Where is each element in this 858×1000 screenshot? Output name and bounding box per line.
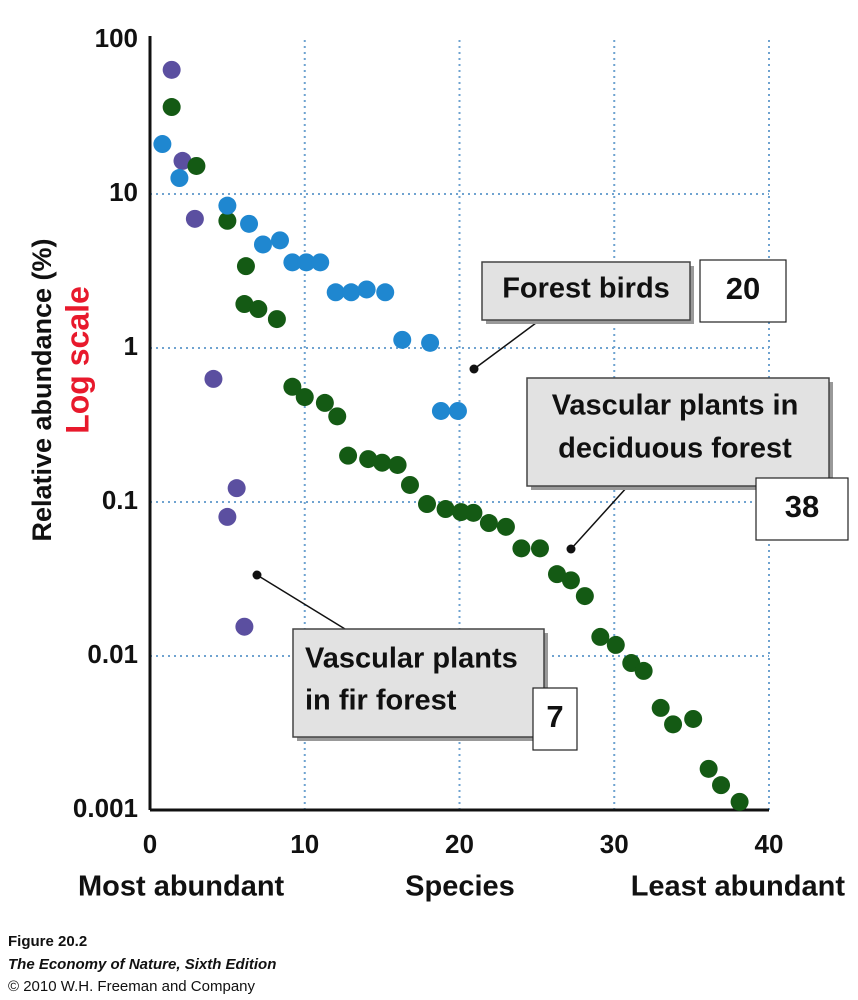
book-title: The Economy of Nature, Sixth Edition: [8, 956, 276, 973]
count-box: [532, 687, 578, 751]
callout-box: [526, 377, 830, 487]
y-tick-label: 0.01: [87, 639, 138, 669]
data-point: [240, 214, 259, 233]
data-point: [591, 627, 610, 646]
data-point: [249, 300, 268, 319]
series-label: Forest birds: [502, 273, 670, 305]
species-count: 20: [726, 271, 760, 306]
data-point: [448, 401, 467, 420]
data-point: [235, 617, 254, 636]
data-point: [173, 151, 192, 170]
data-point: [418, 495, 437, 514]
data-point: [479, 514, 498, 533]
data-point: [295, 388, 314, 407]
series-label: Vascular plants in: [552, 390, 799, 422]
callout-dot: [566, 544, 576, 554]
data-point: [388, 455, 407, 474]
data-point: [561, 571, 580, 590]
data-point: [684, 709, 703, 728]
y-tick-label: 0.001: [73, 793, 138, 823]
data-point: [236, 257, 255, 276]
data-point: [421, 333, 440, 352]
data-point: [311, 253, 330, 272]
x-tick-label: 20: [445, 829, 474, 859]
data-point: [496, 517, 515, 536]
data-point: [512, 539, 531, 558]
data-point: [187, 156, 206, 175]
data-point: [712, 776, 731, 795]
data-point: [297, 253, 316, 272]
data-point: [253, 235, 272, 254]
data-point: [342, 283, 361, 302]
data-point: [270, 231, 289, 250]
data-point: [218, 507, 237, 526]
data-point: [376, 283, 395, 302]
data-point: [699, 759, 718, 778]
data-point: [185, 209, 204, 228]
data-point: [359, 450, 378, 469]
data-point: [464, 503, 483, 522]
figure-number: Figure 20.2: [8, 933, 87, 950]
callout-box: [292, 628, 545, 738]
data-point: [664, 715, 683, 734]
data-point: [162, 98, 181, 117]
y-tick-label: 1: [124, 331, 138, 361]
callout-leader: [570, 485, 629, 550]
data-point: [170, 169, 189, 188]
data-point: [339, 446, 358, 465]
data-point: [530, 539, 549, 558]
series-label: deciduous forest: [558, 433, 792, 465]
callout-leader: [256, 574, 346, 630]
log-scale-note: Log scale: [59, 286, 95, 434]
count-box: [755, 477, 849, 541]
data-point: [267, 310, 286, 329]
data-point: [400, 475, 419, 494]
species-count: 38: [785, 489, 819, 524]
x-tick-label: 30: [600, 829, 629, 859]
x-axis-label: Species: [405, 871, 515, 903]
data-point: [357, 280, 376, 299]
copyright: © 2010 W.H. Freeman and Company: [8, 978, 256, 995]
data-point: [393, 330, 412, 349]
data-point: [162, 60, 181, 79]
series-label: in fir forest: [305, 685, 457, 717]
y-tick-label: 10: [109, 177, 138, 207]
data-point: [326, 283, 345, 302]
data-point: [227, 479, 246, 498]
data-point: [606, 635, 625, 654]
y-axis-label: Relative abundance (%): [27, 238, 57, 541]
data-point: [575, 587, 594, 606]
series-label: Vascular plants: [305, 643, 518, 675]
data-point: [547, 565, 566, 584]
callout-box: [481, 261, 691, 321]
y-tick-label: 100: [95, 23, 138, 53]
data-point: [153, 135, 172, 154]
data-point: [328, 407, 347, 426]
data-point: [283, 377, 302, 396]
data-point: [204, 369, 223, 388]
data-point: [218, 211, 237, 230]
data-point: [218, 196, 237, 215]
data-point: [651, 698, 670, 717]
data-point: [431, 401, 450, 420]
callout-dot: [469, 364, 479, 374]
data-point: [634, 661, 653, 680]
data-point: [315, 393, 334, 412]
data-point: [283, 253, 302, 272]
y-tick-label: 0.1: [102, 485, 138, 515]
callout-leader: [473, 319, 541, 370]
data-point: [730, 792, 749, 811]
data-point: [373, 453, 392, 472]
x-tick-label: 0: [143, 829, 157, 859]
species-count: 7: [546, 699, 563, 734]
callout-dot: [252, 570, 262, 580]
data-point: [436, 500, 455, 519]
x-axis-left-label: Most abundant: [78, 871, 285, 903]
count-box: [699, 259, 787, 323]
x-axis-right-label: Least abundant: [631, 871, 846, 903]
data-point: [235, 295, 254, 314]
x-tick-label: 10: [290, 829, 319, 859]
x-tick-label: 40: [755, 829, 784, 859]
